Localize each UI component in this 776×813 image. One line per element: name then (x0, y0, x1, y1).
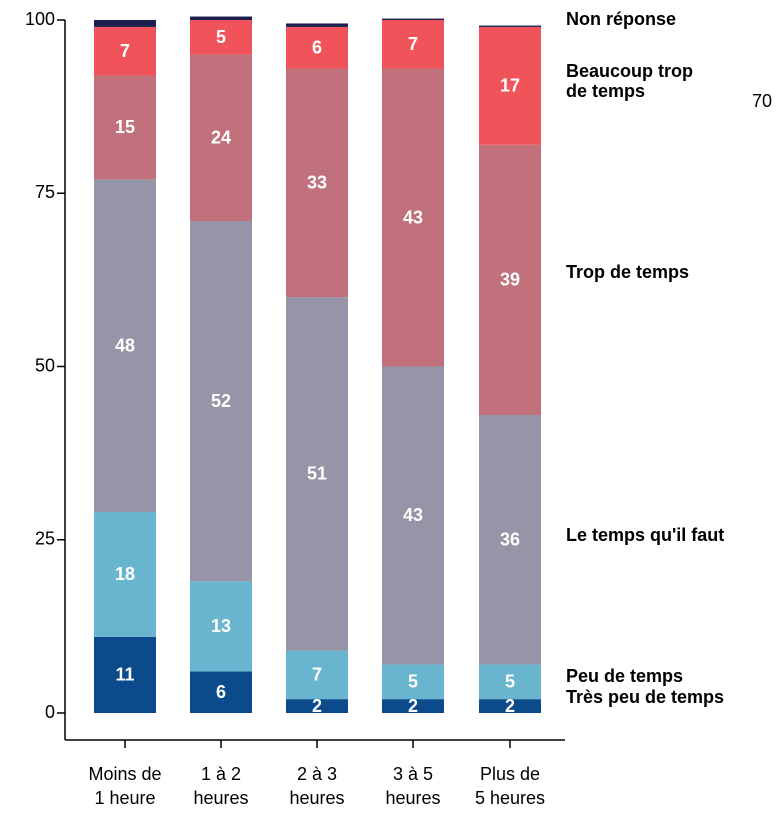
annotation: 70 (752, 91, 772, 111)
x-tick-label: heures (385, 788, 440, 808)
value-label: 18 (115, 564, 135, 584)
value-label: 7 (408, 34, 418, 54)
legend-label: Non réponse (566, 9, 676, 29)
bar-segment (479, 144, 541, 416)
value-label: 5 (408, 672, 418, 692)
bar-segment (286, 26, 348, 69)
y-tick-label: 50 (35, 355, 55, 375)
x-tick-label: 3 à 5 (393, 764, 433, 784)
bar-segment (286, 650, 348, 700)
y-tick-label: 75 (35, 182, 55, 202)
bar-segment (382, 18, 444, 20)
bar-segment (190, 581, 252, 672)
value-label: 43 (403, 505, 423, 525)
value-label: 5 (505, 672, 515, 692)
bar-segment (94, 20, 156, 27)
value-label: 6 (216, 682, 226, 702)
bar-segment (479, 415, 541, 665)
bar-segment (190, 54, 252, 221)
legend-label: Beaucoup trop (566, 61, 693, 81)
x-tick-label: 1 heure (94, 788, 155, 808)
bar-segment (382, 68, 444, 367)
y-tick-label: 100 (25, 9, 55, 29)
value-label: 24 (211, 128, 231, 148)
value-label: 52 (211, 391, 231, 411)
value-label: 2 (312, 696, 322, 716)
bar-segment (94, 179, 156, 513)
bar-segment (479, 25, 541, 27)
x-tick-label: 5 heures (475, 788, 545, 808)
value-label: 7 (120, 41, 130, 61)
bar-segment (286, 23, 348, 27)
bar-segment (382, 664, 444, 700)
x-tick-label: Plus de (480, 764, 540, 784)
x-tick-label: 2 à 3 (297, 764, 337, 784)
bar-segment (382, 699, 444, 713)
bar-segment (190, 20, 252, 55)
x-tick-label: heures (193, 788, 248, 808)
x-tick-label: heures (289, 788, 344, 808)
y-tick-label: 0 (45, 702, 55, 722)
value-label: 43 (403, 207, 423, 227)
legend-label: Peu de temps (566, 666, 683, 686)
bar-segment (286, 297, 348, 651)
value-label: 36 (500, 530, 520, 550)
legend-label: Très peu de temps (566, 687, 724, 707)
legend-label: Le temps qu'il faut (566, 525, 724, 545)
x-tick-label: Moins de (88, 764, 161, 784)
bar-segment (382, 366, 444, 665)
bar-segment (94, 75, 156, 180)
value-label: 6 (312, 37, 322, 57)
value-label: 17 (500, 76, 520, 96)
bar-segment (479, 664, 541, 700)
value-label: 39 (500, 270, 520, 290)
value-label: 11 (115, 665, 134, 685)
value-label: 33 (307, 173, 327, 193)
bar-segment (286, 68, 348, 298)
value-label: 7 (312, 665, 322, 685)
bar-segment (286, 699, 348, 713)
value-label: 48 (115, 335, 135, 355)
legend-label: Trop de temps (566, 262, 689, 282)
bar-segment (190, 671, 252, 713)
bar-segment (94, 26, 156, 76)
value-label: 2 (408, 696, 418, 716)
value-label: 2 (505, 696, 515, 716)
value-label: 13 (211, 616, 231, 636)
y-tick-label: 25 (35, 529, 55, 549)
bar-segment (94, 636, 156, 713)
bar-segment (94, 512, 156, 637)
bar-segment (382, 20, 444, 69)
bar-segment (190, 220, 252, 582)
x-tick-label: 1 à 2 (201, 764, 241, 784)
bar-segment (479, 699, 541, 713)
value-label: 51 (307, 464, 327, 484)
value-label: 5 (216, 27, 226, 47)
bar-segment (479, 26, 541, 145)
value-label: 15 (115, 117, 135, 137)
legend-label: de temps (566, 81, 645, 101)
bar-segment (190, 16, 252, 20)
